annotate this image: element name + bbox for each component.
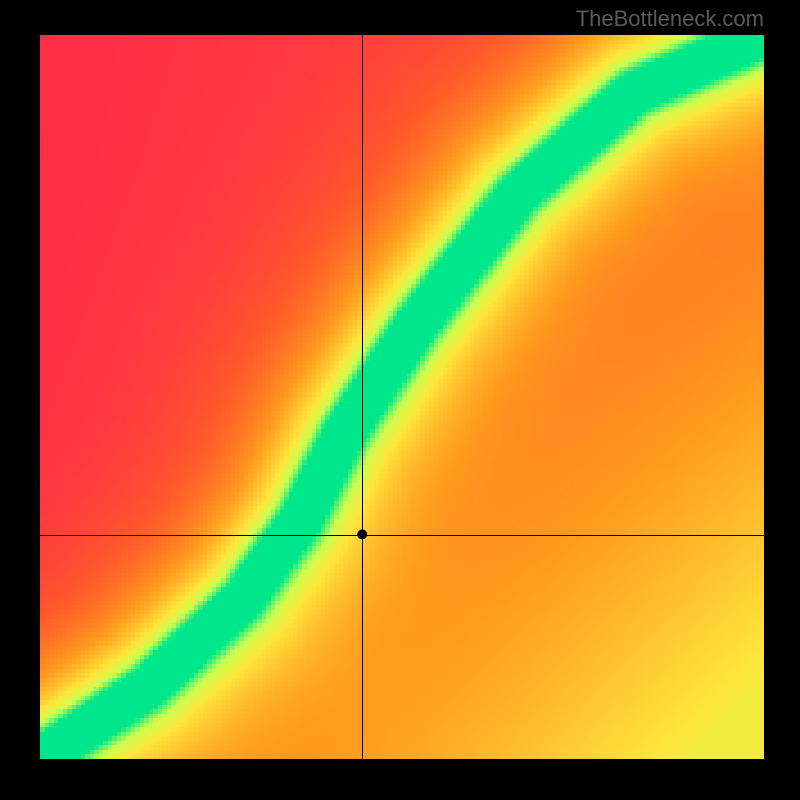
bottleneck-heatmap (40, 35, 764, 759)
watermark-label: TheBottleneck.com (576, 6, 764, 32)
chart-container: TheBottleneck.com (0, 0, 800, 800)
